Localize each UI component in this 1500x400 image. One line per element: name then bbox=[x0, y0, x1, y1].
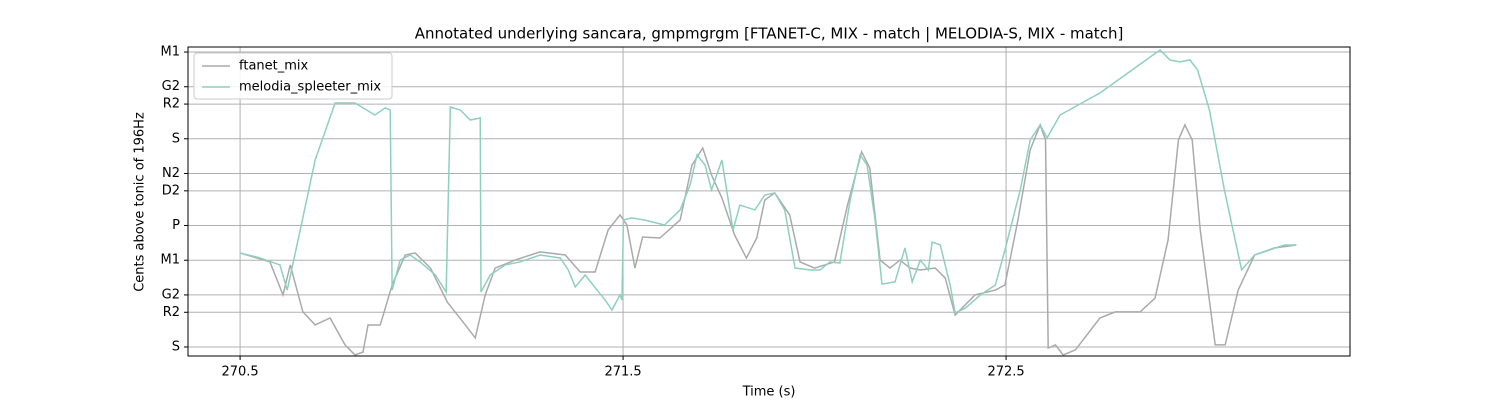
legend-label: melodia_spleeter_mix bbox=[239, 80, 381, 95]
y-tick-label: D2 bbox=[162, 183, 180, 198]
plot-frame bbox=[187, 46, 1351, 357]
x-tick-label: 271.5 bbox=[604, 365, 641, 380]
y-tick-label: S bbox=[172, 339, 180, 354]
y-tick-label: G2 bbox=[162, 287, 180, 302]
legend-label: ftanet_mix bbox=[239, 59, 309, 74]
y-tick-label: R2 bbox=[163, 305, 180, 320]
legend-box bbox=[193, 52, 393, 100]
y-tick-label: P bbox=[172, 218, 180, 233]
x-tick-label: 272.5 bbox=[987, 365, 1024, 380]
x-axis-label: Time (s) bbox=[742, 385, 796, 400]
y-tick-label: R2 bbox=[163, 97, 180, 112]
y-tick-label: S bbox=[172, 131, 180, 146]
y-tick-label: N2 bbox=[162, 166, 180, 181]
y-tick-label: G2 bbox=[162, 79, 180, 94]
y-tick-label: M1 bbox=[161, 45, 181, 60]
series-line bbox=[239, 48, 1297, 315]
x-tick-label: 270.5 bbox=[221, 365, 258, 380]
series-line bbox=[239, 122, 1297, 356]
y-tick-label: M1 bbox=[161, 253, 181, 268]
y-axis-label: Cents above tonic of 196Hz bbox=[133, 112, 148, 292]
chart-title: Annotated underlying sancara, gmpmgrgm [… bbox=[415, 25, 1124, 43]
